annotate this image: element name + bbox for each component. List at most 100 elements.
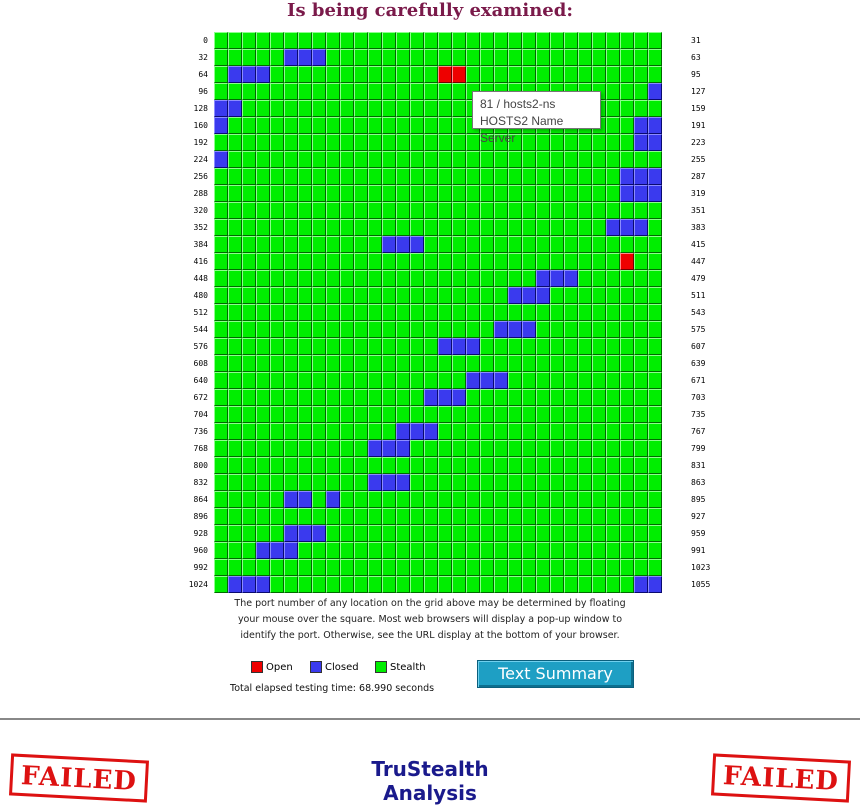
port-cell-closed[interactable] <box>634 185 648 202</box>
port-cell-stealth[interactable] <box>480 287 494 304</box>
port-cell-stealth[interactable] <box>564 321 578 338</box>
port-cell-stealth[interactable] <box>340 219 354 236</box>
port-cell-stealth[interactable] <box>410 440 424 457</box>
port-cell-stealth[interactable] <box>480 389 494 406</box>
port-cell-stealth[interactable] <box>270 253 284 270</box>
port-cell-closed[interactable] <box>606 219 620 236</box>
port-cell-closed[interactable] <box>634 134 648 151</box>
port-cell-stealth[interactable] <box>494 134 508 151</box>
port-cell-stealth[interactable] <box>424 117 438 134</box>
port-cell-closed[interactable] <box>648 168 662 185</box>
port-cell-stealth[interactable] <box>382 185 396 202</box>
port-cell-stealth[interactable] <box>634 406 648 423</box>
port-cell-stealth[interactable] <box>214 321 228 338</box>
port-cell-stealth[interactable] <box>536 491 550 508</box>
port-cell-stealth[interactable] <box>382 66 396 83</box>
port-cell-stealth[interactable] <box>368 270 382 287</box>
port-cell-stealth[interactable] <box>410 270 424 287</box>
port-cell-stealth[interactable] <box>382 576 396 593</box>
port-cell-stealth[interactable] <box>340 474 354 491</box>
port-cell-stealth[interactable] <box>298 168 312 185</box>
port-cell-stealth[interactable] <box>438 185 452 202</box>
port-cell-stealth[interactable] <box>508 355 522 372</box>
port-cell-stealth[interactable] <box>396 321 410 338</box>
port-cell-stealth[interactable] <box>592 66 606 83</box>
port-cell-stealth[interactable] <box>438 32 452 49</box>
port-cell-stealth[interactable] <box>564 304 578 321</box>
port-cell-stealth[interactable] <box>480 457 494 474</box>
port-cell-stealth[interactable] <box>648 491 662 508</box>
port-cell-closed[interactable] <box>634 117 648 134</box>
port-cell-stealth[interactable] <box>536 525 550 542</box>
port-cell-stealth[interactable] <box>256 304 270 321</box>
port-cell-stealth[interactable] <box>494 185 508 202</box>
port-cell-stealth[interactable] <box>228 236 242 253</box>
port-cell-stealth[interactable] <box>340 491 354 508</box>
port-cell-stealth[interactable] <box>578 304 592 321</box>
port-cell-stealth[interactable] <box>508 457 522 474</box>
port-cell-stealth[interactable] <box>382 406 396 423</box>
port-cell-stealth[interactable] <box>228 270 242 287</box>
port-cell-stealth[interactable] <box>620 100 634 117</box>
port-cell-stealth[interactable] <box>298 66 312 83</box>
port-cell-stealth[interactable] <box>298 321 312 338</box>
port-cell-closed[interactable] <box>228 66 242 83</box>
port-cell-stealth[interactable] <box>228 525 242 542</box>
port-cell-stealth[interactable] <box>536 134 550 151</box>
port-cell-stealth[interactable] <box>340 236 354 253</box>
port-cell-stealth[interactable] <box>648 219 662 236</box>
port-cell-closed[interactable] <box>620 219 634 236</box>
port-cell-stealth[interactable] <box>326 151 340 168</box>
port-cell-stealth[interactable] <box>634 83 648 100</box>
port-cell-stealth[interactable] <box>550 32 564 49</box>
port-cell-stealth[interactable] <box>214 457 228 474</box>
port-cell-stealth[interactable] <box>228 491 242 508</box>
port-cell-stealth[interactable] <box>228 559 242 576</box>
port-cell-stealth[interactable] <box>648 338 662 355</box>
port-cell-stealth[interactable] <box>634 151 648 168</box>
port-cell-closed[interactable] <box>396 423 410 440</box>
port-cell-stealth[interactable] <box>508 508 522 525</box>
port-cell-stealth[interactable] <box>480 474 494 491</box>
port-cell-stealth[interactable] <box>382 542 396 559</box>
port-cell-stealth[interactable] <box>578 253 592 270</box>
port-cell-stealth[interactable] <box>410 151 424 168</box>
port-cell-stealth[interactable] <box>466 202 480 219</box>
port-cell-stealth[interactable] <box>284 219 298 236</box>
port-cell-stealth[interactable] <box>354 202 368 219</box>
port-cell-stealth[interactable] <box>592 525 606 542</box>
port-cell-stealth[interactable] <box>256 508 270 525</box>
port-cell-stealth[interactable] <box>284 185 298 202</box>
port-cell-stealth[interactable] <box>256 287 270 304</box>
port-cell-stealth[interactable] <box>242 236 256 253</box>
port-cell-stealth[interactable] <box>606 117 620 134</box>
port-cell-stealth[interactable] <box>214 338 228 355</box>
port-cell-stealth[interactable] <box>284 355 298 372</box>
port-cell-stealth[interactable] <box>340 423 354 440</box>
port-cell-stealth[interactable] <box>550 355 564 372</box>
port-cell-stealth[interactable] <box>592 576 606 593</box>
port-cell-stealth[interactable] <box>508 168 522 185</box>
port-cell-stealth[interactable] <box>522 304 536 321</box>
port-cell-stealth[interactable] <box>382 151 396 168</box>
port-cell-stealth[interactable] <box>494 304 508 321</box>
port-cell-stealth[interactable] <box>242 559 256 576</box>
port-cell-stealth[interactable] <box>326 32 340 49</box>
port-cell-stealth[interactable] <box>648 49 662 66</box>
port-cell-stealth[interactable] <box>354 440 368 457</box>
port-cell-stealth[interactable] <box>242 474 256 491</box>
port-cell-stealth[interactable] <box>592 491 606 508</box>
port-cell-stealth[interactable] <box>326 185 340 202</box>
port-cell-stealth[interactable] <box>536 151 550 168</box>
port-cell-stealth[interactable] <box>438 457 452 474</box>
port-cell-stealth[interactable] <box>494 457 508 474</box>
port-cell-closed[interactable] <box>228 576 242 593</box>
port-cell-stealth[interactable] <box>634 440 648 457</box>
port-cell-stealth[interactable] <box>326 100 340 117</box>
port-cell-stealth[interactable] <box>396 406 410 423</box>
port-cell-stealth[interactable] <box>270 423 284 440</box>
port-cell-stealth[interactable] <box>452 423 466 440</box>
port-cell-stealth[interactable] <box>410 525 424 542</box>
port-cell-stealth[interactable] <box>368 236 382 253</box>
port-cell-stealth[interactable] <box>410 202 424 219</box>
